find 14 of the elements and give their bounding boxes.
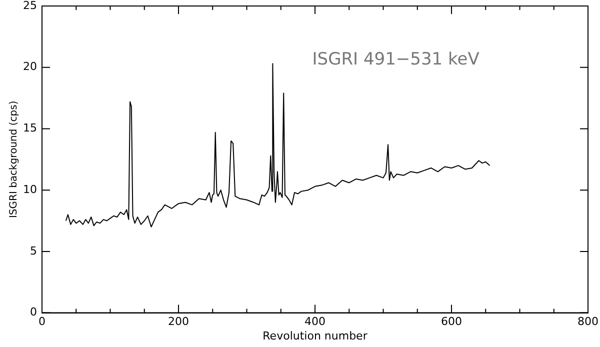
y-tick-label: 20 — [23, 60, 37, 74]
y-tick-label: 15 — [23, 122, 37, 135]
x-tick-label: 800 — [578, 315, 598, 328]
x-tick-label: 0 — [38, 315, 46, 328]
x-tick-label: 400 — [304, 315, 326, 328]
y-axis-title: ISGRI background (cps) — [8, 100, 20, 218]
x-tick-label: 200 — [168, 315, 189, 328]
y-tick-label: 25 — [23, 0, 37, 12]
y-tick-label: 5 — [30, 244, 37, 258]
annotation: ISGRI 491−531 keV — [312, 49, 480, 70]
x-axis-title: Revolution number — [262, 329, 368, 342]
x-tick-label: 600 — [441, 315, 462, 328]
y-tick-label: 10 — [23, 182, 37, 196]
y-tick-label: 0 — [30, 306, 37, 319]
